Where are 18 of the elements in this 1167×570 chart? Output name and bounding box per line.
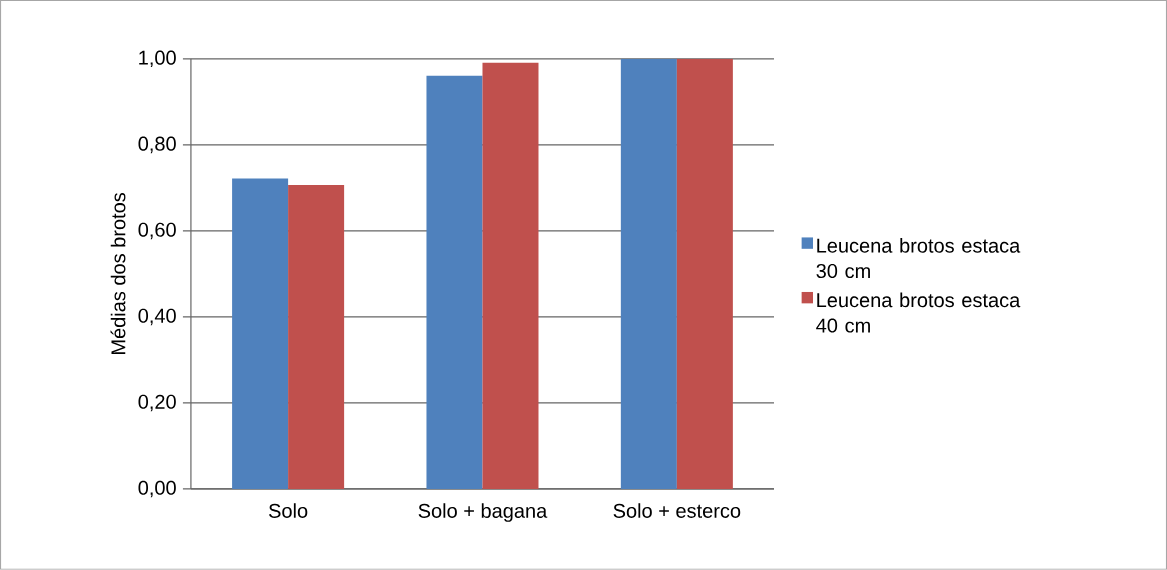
bar (620, 58, 677, 490)
x-tick-label: Solo + bagana (418, 503, 548, 522)
bar (426, 75, 483, 490)
y-tick-label: 0,00 (138, 480, 176, 498)
legend-label: Leucena brotos estaca 30 cm (816, 238, 1021, 279)
y-tick-label: 0,20 (138, 394, 176, 412)
y-tick-label: 0,40 (138, 308, 176, 326)
x-tick-label: Solo + esterco (613, 503, 741, 518)
bar (676, 58, 733, 490)
bar (288, 184, 345, 490)
x-tick-label: Solo (268, 503, 308, 518)
legend-label: Leucena brotos estaca 40 cm (816, 292, 1021, 333)
bar (232, 178, 289, 490)
y-tick-label: 0,60 (138, 222, 176, 240)
bar (482, 62, 539, 490)
y-tick-label: 0,80 (138, 136, 176, 154)
y-axis-title: Médias dos brotos (110, 193, 126, 355)
y-tick-label: 1,00 (139, 50, 176, 68)
